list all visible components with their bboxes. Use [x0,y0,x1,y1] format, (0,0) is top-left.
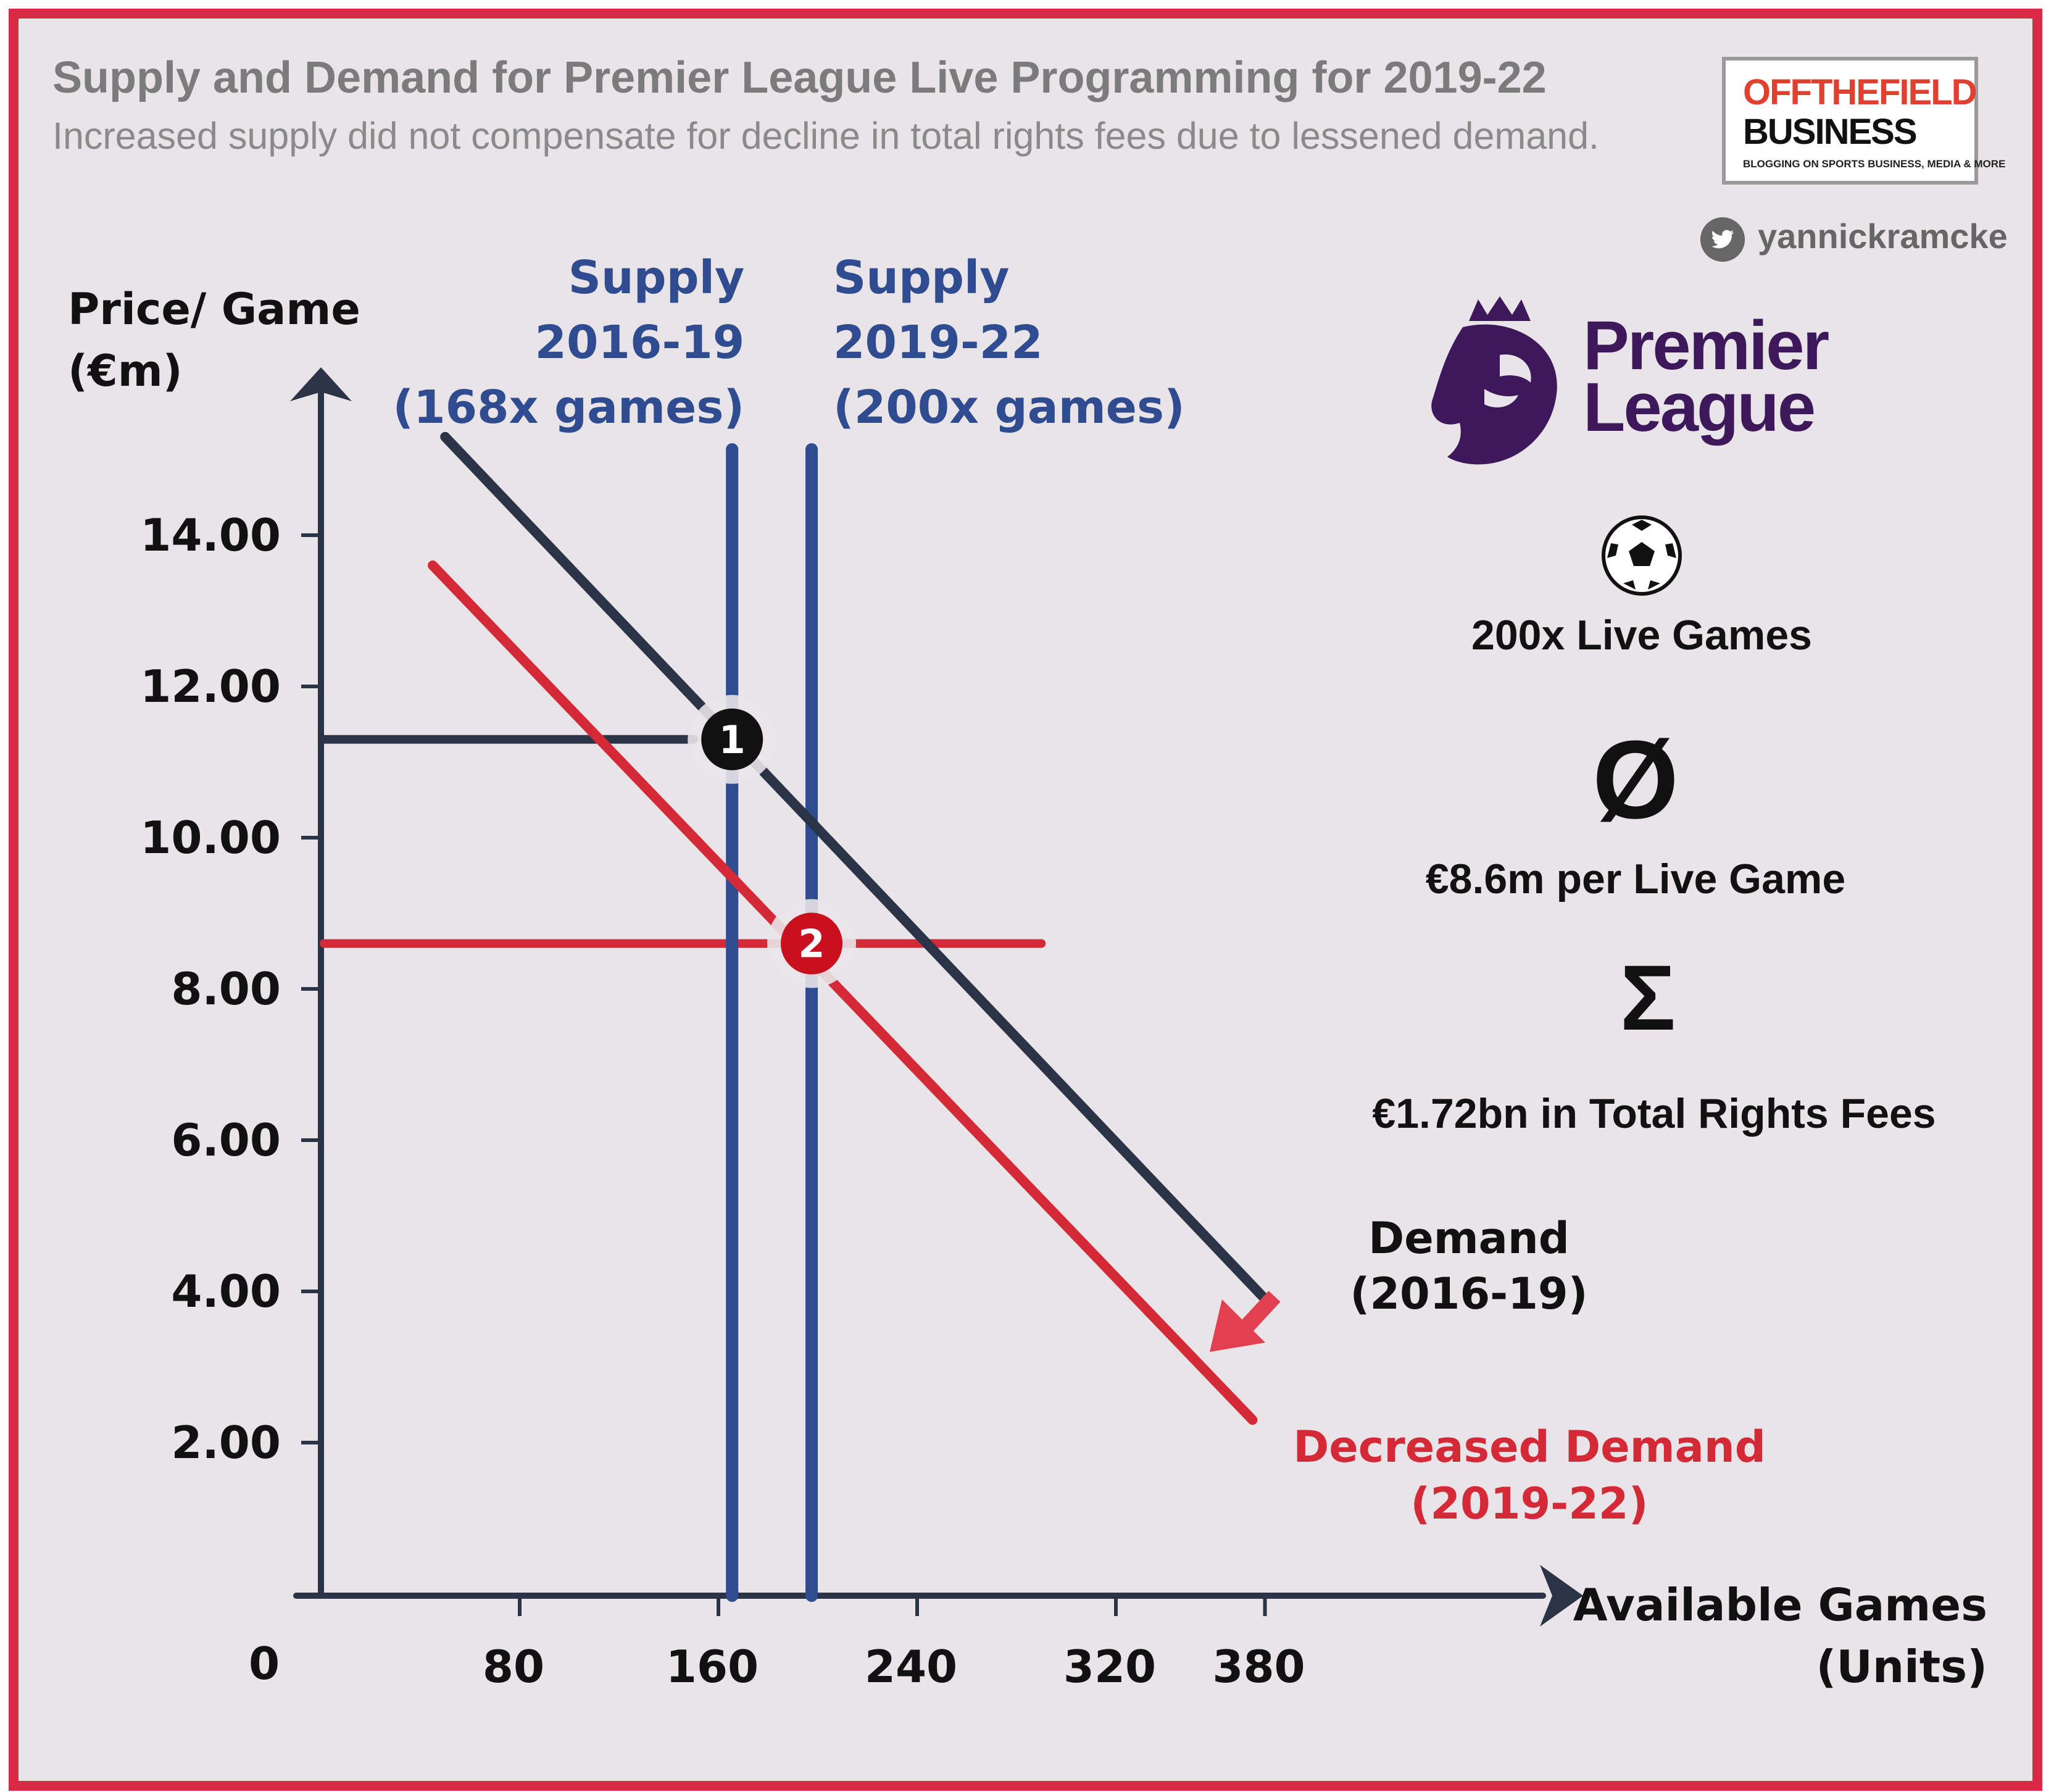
origin-label: 0 [249,1638,280,1690]
x-axis-arrow [1540,1565,1583,1627]
y-tick-label: 10.00 [140,812,281,864]
stat-avg-per-game: €8.6m per Live Game [1425,856,1846,902]
x-tick-label: 320 [1063,1641,1156,1693]
supply-games-2: (200x games) [833,381,1185,434]
decreased-demand-label: Decreased Demand [1293,1422,1766,1472]
supply-period-2: 2019-22 [833,316,1043,369]
logo-line-1: OFFTHEFIELD [1743,72,1977,112]
supply-games-1: (168x games) [393,381,744,434]
x-tick-label: 240 [865,1641,957,1693]
y-tick-label: 12.00 [140,661,281,712]
decreased-demand-period-label: (2019-22) [1410,1478,1648,1529]
stat-total-fees: €1.72bn in Total Rights Fees [1372,1090,1936,1137]
y-tick-label: 14.00 [140,509,281,561]
twitter-handle: yannickramcke [1758,217,2008,256]
football-icon [1602,515,1682,596]
premier-league-wordmark: Premier League [1583,307,1829,446]
y-axis-label: Price/ Game [68,284,360,335]
equilibrium-marker-2 [781,912,842,975]
y-axis-label-unit: (€m) [68,346,183,396]
equilibrium-label-1: 1 [719,717,746,762]
supply-period-1: 2016-19 [535,316,745,369]
chart-subtitle: Increased supply did not compensate for … [52,115,1599,157]
average-symbol: Ø [1592,718,1679,842]
wordmark-line-1: Premier [1583,307,1829,384]
demand-label: Demand [1368,1213,1570,1264]
logo-tagline: BLOGGING ON SPORTS BUSINESS, MEDIA & MOR… [1743,158,2006,170]
y-tick-label: 2.00 [171,1417,281,1469]
plot-layer: 14.00 12.00 10.00 8.00 6.00 4.00 2.00 80 160 240 3… [68,251,1987,1693]
sum-symbol: Σ [1620,946,1676,1049]
twitter-icon [1700,217,1745,262]
demand-curve-1 [440,431,1270,1304]
y-tick-label: 8.00 [171,963,281,1015]
x-axis-label-unit: (Units) [1816,1641,1988,1693]
shift-arrow-head [1210,1299,1265,1352]
chart-title: Supply and Demand for Premier League Liv… [52,53,1547,102]
x-tick-label: 80 [483,1641,544,1693]
offthefield-logo: OFFTHEFIELD BUSINESS BLOGGING ON SPORTS … [1722,57,2005,185]
supply-label-2: Supply [833,251,1010,304]
x-tick-label: 380 [1212,1641,1305,1693]
y-tick-label: 6.00 [171,1114,281,1166]
x-tick-label: 160 [666,1641,759,1693]
demand-period-label: (2016-19) [1350,1269,1587,1319]
demand-curve-2 [428,561,1258,1425]
premier-league-lion-icon [1431,296,1557,465]
equilibrium-marker-1 [701,708,763,770]
y-axis-arrow [290,367,352,401]
stat-live-games: 200x Live Games [1471,612,1812,659]
figure-frame [9,9,2042,1791]
supply-label-1: Supply [568,251,745,304]
logo-line-2: BUSINESS [1743,112,1918,152]
x-axis-label: Available Games [1573,1579,1987,1631]
y-tick-label: 4.00 [171,1265,281,1317]
wordmark-line-2: League [1583,369,1816,446]
equilibrium-label-2: 2 [798,922,825,967]
